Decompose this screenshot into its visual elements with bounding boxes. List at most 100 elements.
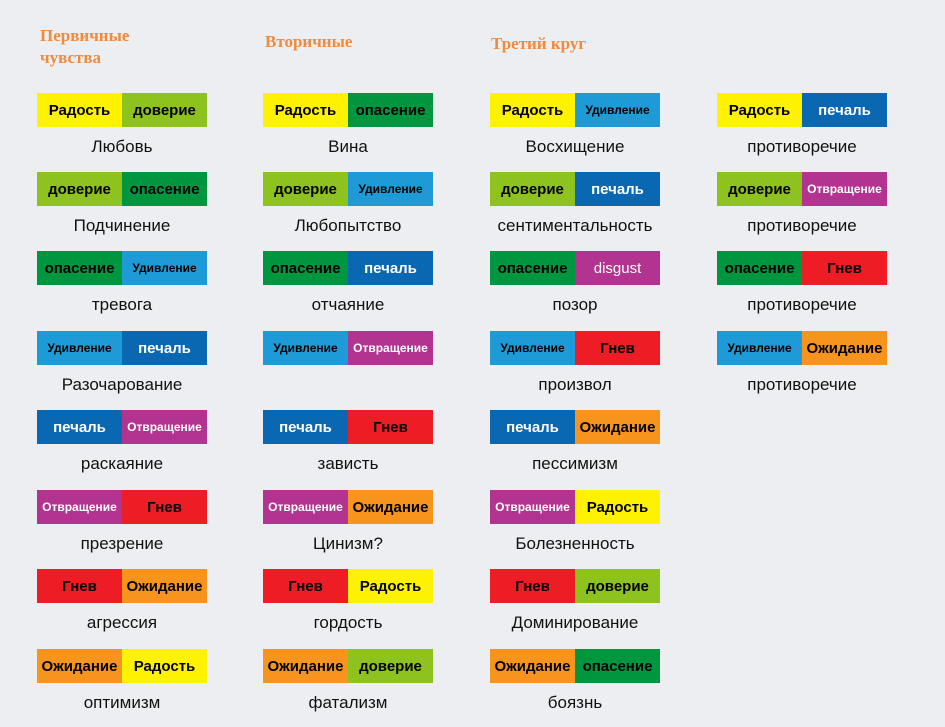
pair-bar: Радость Удивление — [490, 93, 660, 127]
emotion-chip-right: печаль — [575, 172, 660, 206]
result-label: оптимизм — [83, 693, 161, 712]
emotion-chip-left: опасение — [717, 251, 802, 285]
emotion-chip-left: доверие — [717, 172, 802, 206]
emotion-chip-right: Гнев — [348, 410, 433, 444]
pair-bar: опасение печаль — [263, 251, 433, 285]
emotion-chip-left: печаль — [490, 410, 575, 444]
emotion-chip-right: Ожидание — [575, 410, 660, 444]
emotion-chip-right: Удивление — [122, 251, 207, 285]
emotion-pair: доверие Отвращение противоречие — [717, 172, 889, 236]
result-label: противоречие — [747, 295, 857, 314]
emotion-pair: Отвращение Ожидание Цинизм? — [263, 490, 435, 554]
result-label: Подчинение — [73, 216, 171, 235]
emotion-chip-left: опасение — [490, 251, 575, 285]
emotion-chip-left: Радость — [263, 93, 348, 127]
pair-bar: опасение disgust — [490, 251, 660, 285]
pair-bar: Радость доверие — [37, 93, 207, 127]
emotion-pair: Радость опасение Вина — [263, 93, 435, 157]
result-label: Любовь — [91, 137, 153, 156]
pair-bar: Радость опасение — [263, 93, 433, 127]
result-label: Разочарование — [61, 375, 183, 394]
emotion-chip-right: Радость — [122, 649, 207, 683]
pair-bar: Отвращение Гнев — [37, 490, 207, 524]
emotion-chip-right: Гнев — [802, 251, 887, 285]
emotion-chip-left: доверие — [490, 172, 575, 206]
emotion-chip-left: Гнев — [490, 569, 575, 603]
emotion-pair: доверие Удивление Любопытство — [263, 172, 435, 236]
pair-bar: доверие Отвращение — [717, 172, 887, 206]
pair-bar: Гнев Ожидание — [37, 569, 207, 603]
emotion-pair: Удивление печаль Разочарование — [37, 331, 209, 395]
emotion-chip-left: Гнев — [263, 569, 348, 603]
pair-bar: Ожидание Радость — [37, 649, 207, 683]
emotion-pair: Отвращение Гнев презрение — [37, 490, 209, 554]
emotion-chip-right: доверие — [348, 649, 433, 683]
emotion-chip-left: Удивление — [37, 331, 122, 365]
emotion-chip-right: доверие — [575, 569, 660, 603]
pair-bar: печаль Гнев — [263, 410, 433, 444]
pair-bar: Отвращение Радость — [490, 490, 660, 524]
emotion-pair: опасение печаль отчаяние — [263, 251, 435, 315]
emotion-pair: Радость Удивление Восхищение — [490, 93, 662, 157]
result-label: тревога — [91, 295, 153, 314]
emotion-chip-left: Отвращение — [37, 490, 122, 524]
emotion-chip-left: Отвращение — [490, 490, 575, 524]
result-label: отчаяние — [311, 295, 385, 314]
emotion-pair: опасение Гнев противоречие — [717, 251, 889, 315]
emotion-chip-right: Отвращение — [802, 172, 887, 206]
emotion-chip-right: Радость — [348, 569, 433, 603]
emotion-pair: Удивление Ожидание противоречие — [717, 331, 889, 395]
emotion-pair: Отвращение Радость Болезненность — [490, 490, 662, 554]
emotion-pair: опасение disgust позор — [490, 251, 662, 315]
emotion-pair: печаль Гнев зависть — [263, 410, 435, 474]
result-label: сентиментальность — [497, 216, 653, 235]
result-label: Любопытство — [294, 216, 402, 235]
emotion-chip-right: Отвращение — [348, 331, 433, 365]
emotion-chip-right: печаль — [802, 93, 887, 127]
result-label: Цинизм? — [313, 534, 383, 553]
emotion-chip-right: печаль — [348, 251, 433, 285]
emotion-chip-right: опасение — [348, 93, 433, 127]
emotion-chip-right: опасение — [122, 172, 207, 206]
emotion-chip-left: Ожидание — [490, 649, 575, 683]
result-label: агрессия — [86, 613, 158, 632]
pair-bar: Радость печаль — [717, 93, 887, 127]
emotion-chip-left: опасение — [37, 251, 122, 285]
emotion-chip-right: Отвращение — [122, 410, 207, 444]
result-label: пессимизм — [532, 454, 618, 473]
emotion-chip-left: Удивление — [717, 331, 802, 365]
emotion-pair: печаль Ожидание пессимизм — [490, 410, 662, 474]
result-label: противоречие — [747, 137, 857, 156]
emotion-pair: Ожидание доверие фатализм — [263, 649, 435, 713]
emotion-pair: Гнев доверие Доминирование — [490, 569, 662, 633]
pair-bar: Удивление Гнев — [490, 331, 660, 365]
emotion-chip-left: доверие — [263, 172, 348, 206]
pair-bar: Отвращение Ожидание — [263, 490, 433, 524]
emotion-chip-right: Удивление — [348, 172, 433, 206]
emotion-chip-right: Ожидание — [122, 569, 207, 603]
pair-bar: Гнев Радость — [263, 569, 433, 603]
emotion-pair: печаль Отвращение раскаяние — [37, 410, 209, 474]
emotion-chip-right: Ожидание — [348, 490, 433, 524]
emotion-chip-right: Гнев — [122, 490, 207, 524]
result-label: фатализм — [308, 693, 388, 712]
emotion-chip-left: Радость — [490, 93, 575, 127]
pair-bar: Гнев доверие — [490, 569, 660, 603]
emotion-chip-left: опасение — [263, 251, 348, 285]
header-primary: Первичные чувства — [40, 26, 130, 67]
emotion-chip-right: disgust — [575, 251, 660, 285]
emotion-pair: Гнев Радость гордость — [263, 569, 435, 633]
result-label — [263, 375, 433, 395]
emotion-chip-left: Гнев — [37, 569, 122, 603]
result-label: зависть — [317, 454, 379, 473]
result-label: противоречие — [747, 375, 857, 394]
pair-bar: опасение Удивление — [37, 251, 207, 285]
emotion-pair: Удивление Отвращение — [263, 331, 435, 395]
pair-bar: опасение Гнев — [717, 251, 887, 285]
emotion-chip-right: Радость — [575, 490, 660, 524]
emotion-chip-right: Ожидание — [802, 331, 887, 365]
pair-bar: доверие печаль — [490, 172, 660, 206]
emotion-pair: доверие печаль сентиментальность — [490, 172, 662, 236]
emotion-chip-right: Гнев — [575, 331, 660, 365]
emotion-chip-left: Ожидание — [37, 649, 122, 683]
